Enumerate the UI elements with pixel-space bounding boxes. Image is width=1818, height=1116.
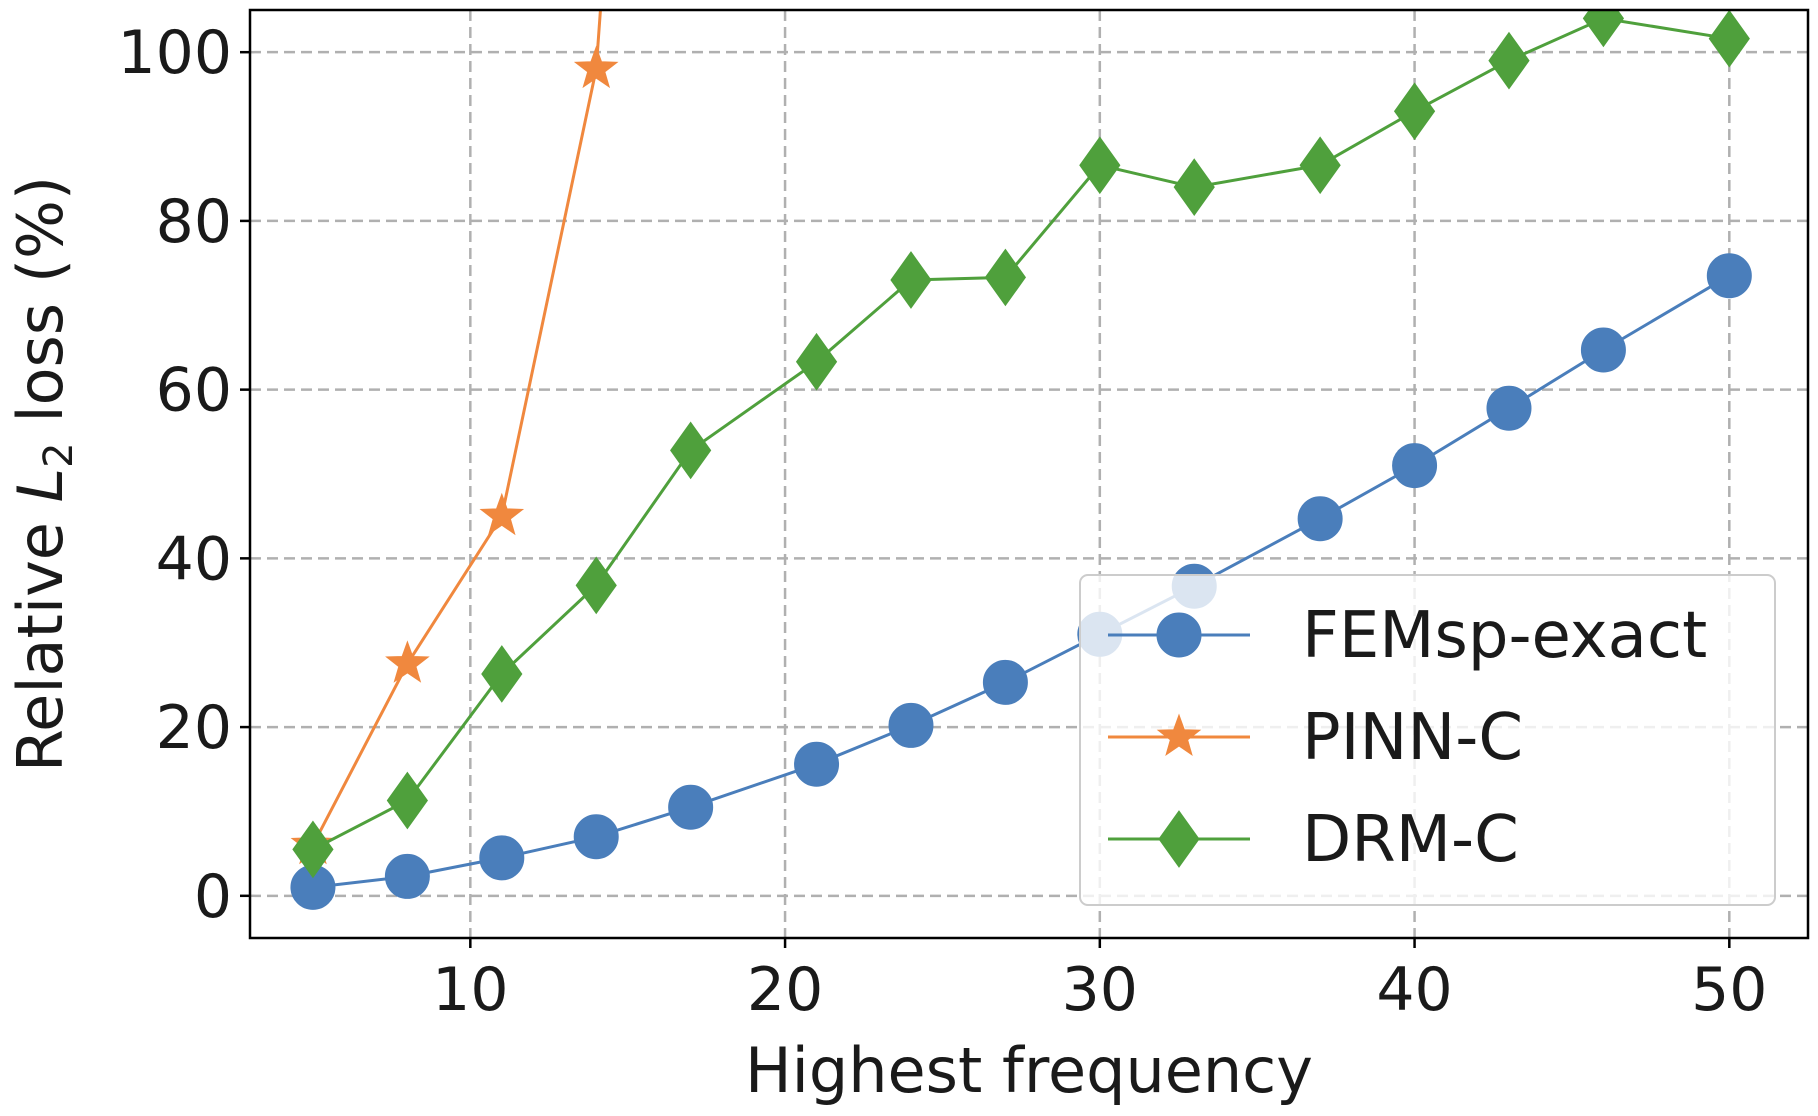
drm-c-point bbox=[1393, 82, 1436, 141]
y-axis-label-suffix: loss (%) bbox=[4, 176, 77, 442]
y-tick-label: 60 bbox=[156, 356, 232, 426]
drm-c-point bbox=[795, 332, 838, 391]
drm-c-point bbox=[1299, 136, 1341, 195]
drm-c-point bbox=[575, 556, 617, 615]
femsp-exact-point bbox=[1580, 327, 1626, 373]
drm-c-point bbox=[1708, 10, 1750, 68]
drm-c-point bbox=[292, 820, 334, 879]
x-tick-label: 10 bbox=[432, 955, 508, 1025]
legend: FEMsp-exact PINN-C DRM-C bbox=[1079, 574, 1776, 906]
drm-c-point bbox=[481, 645, 523, 703]
legend-label: FEMsp-exact bbox=[1302, 599, 1707, 673]
legend-marker bbox=[1156, 612, 1202, 658]
y-tick-label: 80 bbox=[156, 187, 232, 257]
femsp-exact-point bbox=[1706, 253, 1752, 299]
femsp-exact-point bbox=[1297, 496, 1343, 542]
drm-c-point bbox=[1079, 136, 1121, 195]
femsp-exact-point bbox=[479, 835, 525, 881]
legend-item-drm-c: DRM-C bbox=[1108, 803, 1519, 877]
x-tick-label: 50 bbox=[1691, 955, 1767, 1025]
pinn-c-point bbox=[573, 45, 619, 89]
y-axis: 0 20 40 60 80 100 bbox=[117, 18, 250, 932]
x-tick-label: 40 bbox=[1376, 955, 1452, 1025]
legend-marker bbox=[1158, 810, 1200, 868]
femsp-exact-point bbox=[573, 814, 619, 860]
y-tick-label: 100 bbox=[117, 18, 232, 88]
femsp-exact-point bbox=[1392, 443, 1438, 489]
drm-c-point bbox=[1582, 10, 1625, 48]
legend-item-pinn-c: PINN-C bbox=[1108, 701, 1523, 775]
y-axis-label-prefix: Relative bbox=[4, 502, 77, 772]
pinn-c-point bbox=[479, 492, 525, 536]
y-tick-label: 0 bbox=[194, 862, 232, 932]
drm-c-point bbox=[890, 251, 932, 309]
series-drm-c bbox=[292, 10, 1750, 879]
femsp-exact-point bbox=[384, 853, 430, 899]
femsp-exact-point bbox=[888, 702, 934, 748]
drm-c-point bbox=[670, 421, 712, 480]
legend-box bbox=[1079, 574, 1776, 906]
legend-label: PINN-C bbox=[1302, 701, 1523, 775]
x-axis: 10 20 30 40 50 bbox=[432, 938, 1767, 1025]
drm-c-point bbox=[984, 248, 1027, 307]
drm-c-point bbox=[1173, 158, 1215, 217]
legend-marker bbox=[1156, 713, 1202, 756]
y-axis-label-sub: 2 bbox=[36, 442, 82, 467]
y-axis-label: Relative L2 loss (%) bbox=[4, 176, 82, 772]
legend-label: DRM-C bbox=[1302, 803, 1519, 877]
x-tick-label: 30 bbox=[1062, 955, 1138, 1025]
x-tick-label: 20 bbox=[747, 955, 823, 1025]
y-tick-label: 40 bbox=[156, 524, 232, 594]
drm-c-point bbox=[1488, 31, 1530, 90]
y-tick-label: 20 bbox=[156, 693, 232, 763]
legend-item-femsp-exact: FEMsp-exact bbox=[1108, 599, 1707, 673]
x-axis-label: Highest frequency bbox=[745, 1034, 1313, 1107]
femsp-exact-point bbox=[982, 659, 1028, 705]
plot-frame bbox=[248, 8, 1810, 940]
pinn-c-point bbox=[385, 640, 430, 683]
femsp-exact-point bbox=[1486, 385, 1532, 431]
femsp-exact-point bbox=[794, 741, 840, 787]
y-axis-label-var: L bbox=[4, 468, 77, 503]
drm-c-point bbox=[386, 771, 428, 830]
femsp-exact-point bbox=[668, 784, 714, 830]
